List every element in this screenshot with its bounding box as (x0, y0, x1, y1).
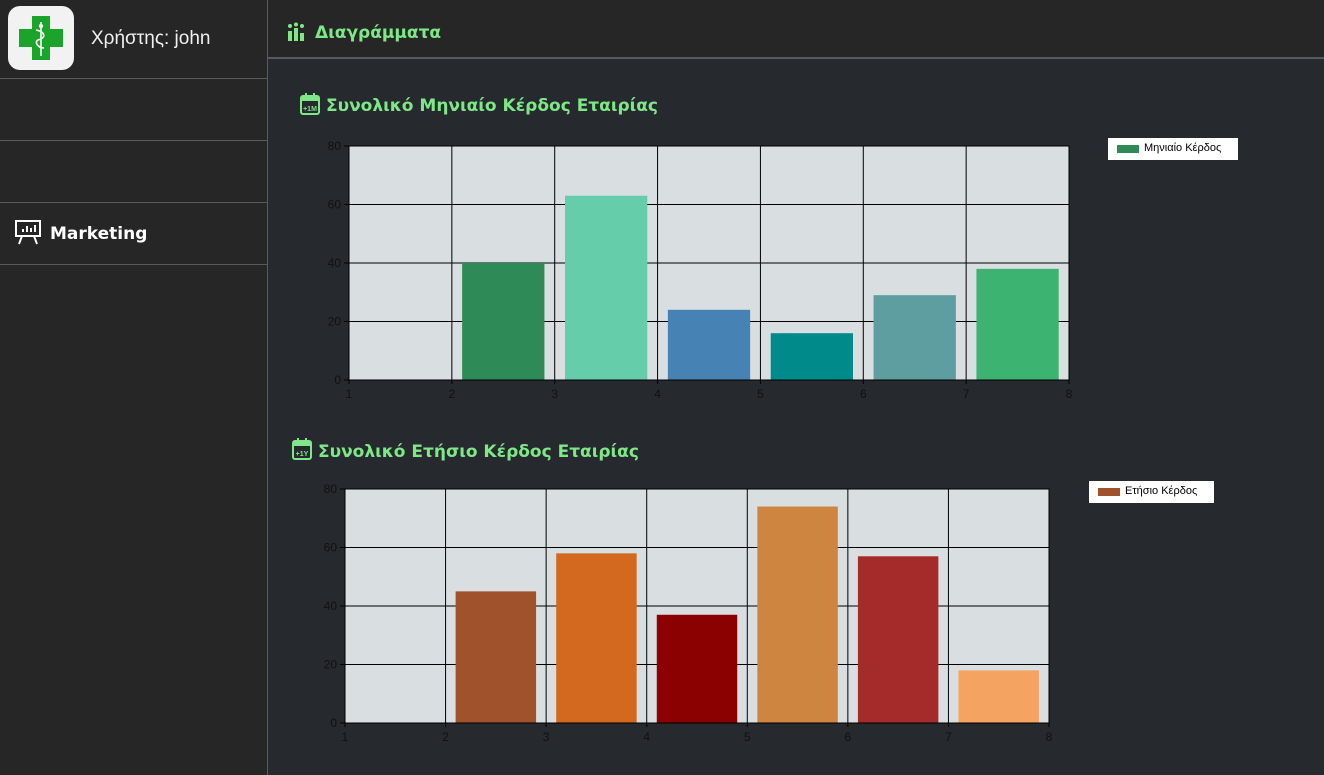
bar (770, 333, 853, 380)
x-tick-label: 5 (757, 387, 764, 401)
monthly-legend: Μηνιαίο Κέρδος (1108, 138, 1238, 160)
pharmacy-logo (8, 6, 74, 70)
bar (556, 553, 637, 723)
y-tick-label: 80 (324, 482, 338, 496)
x-tick-label: 2 (442, 730, 449, 744)
sidebar: Χρήστης: john Marketing (0, 0, 268, 775)
presentation-chart-icon (14, 218, 42, 250)
x-tick-label: 8 (1046, 730, 1053, 744)
bar (462, 263, 545, 380)
y-tick-label: 20 (324, 658, 338, 672)
monthly-chart-title: Συνολικό Μηνιαίο Κέρδος Εταιρίας (326, 96, 659, 116)
x-tick-label: 2 (449, 387, 456, 401)
bar (667, 309, 751, 380)
bar (565, 195, 648, 380)
sidebar-item-label: Marketing (50, 224, 148, 244)
legend-label: Ετήσιο Κέρδος (1125, 485, 1198, 497)
legend-swatch (1117, 145, 1139, 153)
svg-text:+1M: +1M (303, 106, 317, 113)
user-label: Χρήστης: john (91, 28, 211, 49)
svg-text:+1Y: +1Y (296, 451, 309, 458)
x-tick-label: 1 (346, 387, 353, 401)
y-tick-label: 40 (328, 256, 342, 270)
x-tick-label: 6 (845, 730, 852, 744)
charts-icon (286, 22, 306, 46)
user-panel: Χρήστης: john (0, 0, 267, 79)
sidebar-item-marketing[interactable]: Marketing (0, 203, 267, 265)
bar (455, 591, 537, 723)
x-tick-label: 7 (963, 387, 970, 401)
y-tick-label: 20 (328, 315, 342, 329)
calendar-year-icon: +1Y (292, 438, 312, 464)
bar (873, 295, 956, 380)
x-tick-label: 4 (654, 387, 661, 401)
x-tick-label: 3 (551, 387, 558, 401)
y-tick-label: 60 (324, 541, 338, 555)
bar (976, 268, 1059, 380)
legend-label: Μηνιαίο Κέρδος (1144, 142, 1222, 154)
x-tick-label: 3 (543, 730, 550, 744)
yearly-chart-title: Συνολικό Ετήσιο Κέρδος Εταιρίας (318, 442, 639, 462)
pharmacy-cross-icon (19, 16, 63, 60)
y-tick-label: 80 (328, 139, 342, 153)
legend-swatch (1098, 488, 1120, 496)
y-tick-label: 60 (328, 198, 342, 212)
bar (656, 614, 738, 723)
sidebar-empty-slot[interactable] (0, 79, 267, 141)
x-tick-label: 1 (342, 730, 349, 744)
calendar-month-icon: +1M (300, 93, 320, 119)
bar (958, 670, 1039, 723)
y-tick-label: 0 (330, 716, 337, 730)
yearly-legend: Ετήσιο Κέρδος (1089, 481, 1214, 503)
y-tick-label: 40 (324, 599, 338, 613)
bar (757, 506, 838, 723)
page-header: Διαγράμματα (268, 0, 1324, 59)
x-tick-label: 6 (860, 387, 867, 401)
sidebar-empty-slot[interactable] (0, 141, 267, 203)
x-tick-label: 4 (643, 730, 650, 744)
x-tick-label: 8 (1066, 387, 1073, 401)
x-tick-label: 7 (945, 730, 952, 744)
x-tick-label: 5 (744, 730, 751, 744)
y-tick-label: 0 (334, 373, 341, 387)
page-title: Διαγράμματα (315, 23, 442, 43)
bar (857, 556, 939, 723)
